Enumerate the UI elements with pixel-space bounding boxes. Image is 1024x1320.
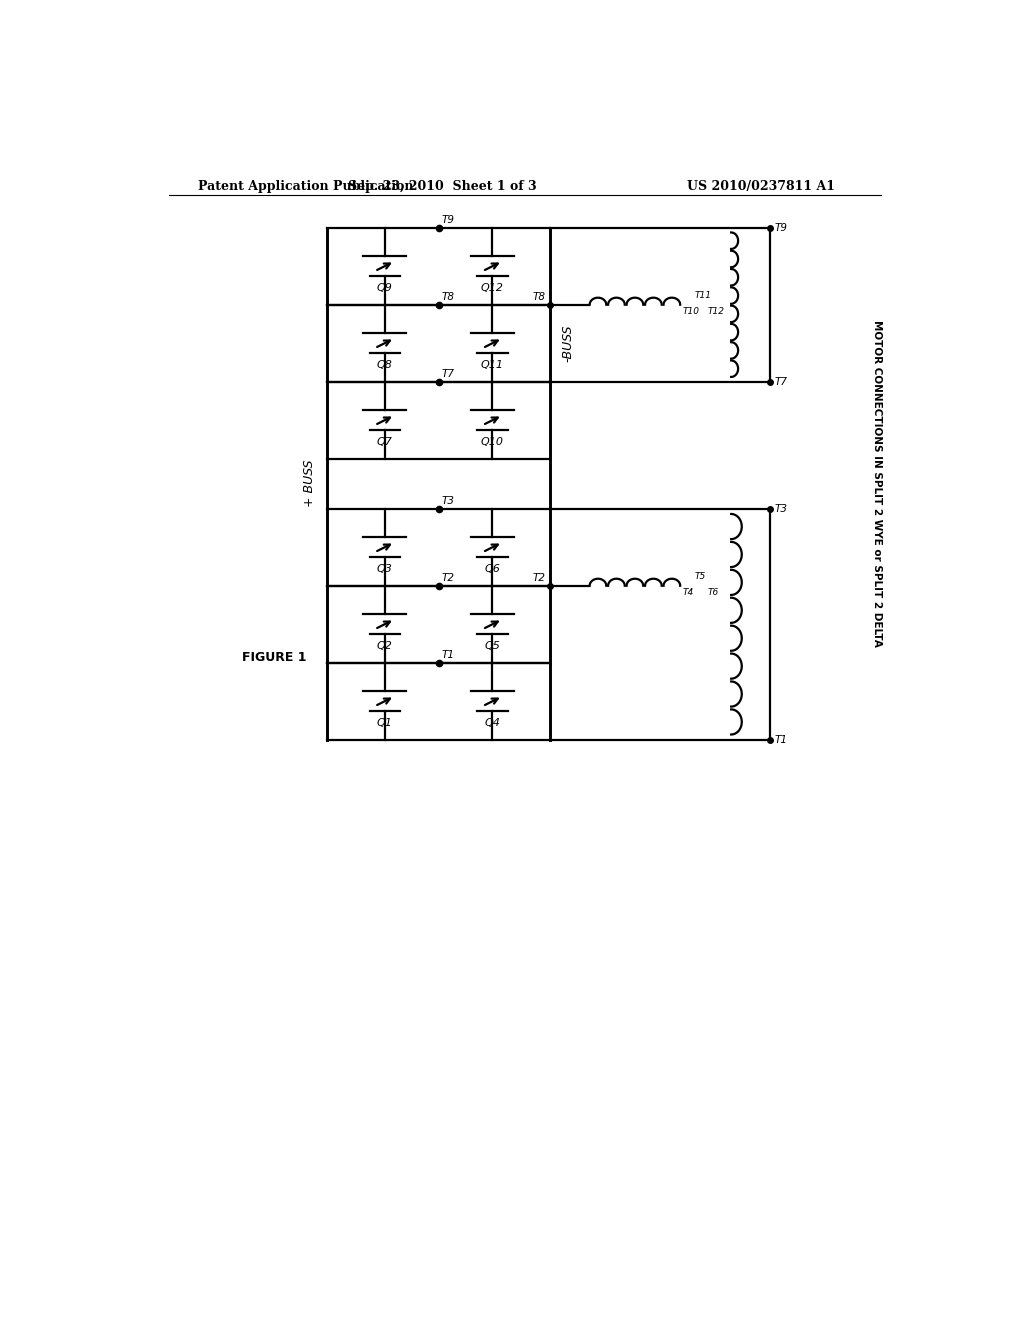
Text: US 2010/0237811 A1: US 2010/0237811 A1 [687,180,836,193]
Text: MOTOR CONNECTIONS IN SPLIT 2 WYE or SPLIT 2 DELTA: MOTOR CONNECTIONS IN SPLIT 2 WYE or SPLI… [872,321,883,647]
Text: Q12: Q12 [481,284,504,293]
Text: Q3: Q3 [377,564,392,574]
Text: T6: T6 [708,589,719,597]
Text: T2: T2 [441,573,455,582]
Text: T5: T5 [695,572,707,581]
Text: Q6: Q6 [484,564,501,574]
Text: Patent Application Publication: Patent Application Publication [199,180,414,193]
Text: Q5: Q5 [484,642,501,651]
Text: T2: T2 [532,573,546,582]
Text: T4: T4 [683,589,694,597]
Text: -BUSS: -BUSS [561,325,574,362]
Text: + BUSS: + BUSS [303,459,316,507]
Text: T12: T12 [708,308,724,315]
Text: T8: T8 [441,292,455,302]
Text: Sep. 23, 2010  Sheet 1 of 3: Sep. 23, 2010 Sheet 1 of 3 [348,180,537,193]
Text: FIGURE 1: FIGURE 1 [243,651,307,664]
Text: T7: T7 [774,376,787,387]
Text: T1: T1 [774,735,787,744]
Text: Q4: Q4 [484,718,501,729]
Text: Q9: Q9 [377,284,392,293]
Text: T8: T8 [532,292,546,302]
Text: Q10: Q10 [481,437,504,447]
Text: Q2: Q2 [377,642,392,651]
Text: T11: T11 [695,292,712,300]
Text: T3: T3 [441,496,455,506]
Text: T1: T1 [441,649,455,660]
Text: Q8: Q8 [377,360,392,370]
Text: T7: T7 [441,368,455,379]
Text: T10: T10 [683,308,699,315]
Text: T9: T9 [441,215,455,224]
Text: Q11: Q11 [481,360,504,370]
Text: T9: T9 [774,223,787,232]
Text: T3: T3 [774,504,787,513]
Text: Q7: Q7 [377,437,392,447]
Text: Q1: Q1 [377,718,392,729]
